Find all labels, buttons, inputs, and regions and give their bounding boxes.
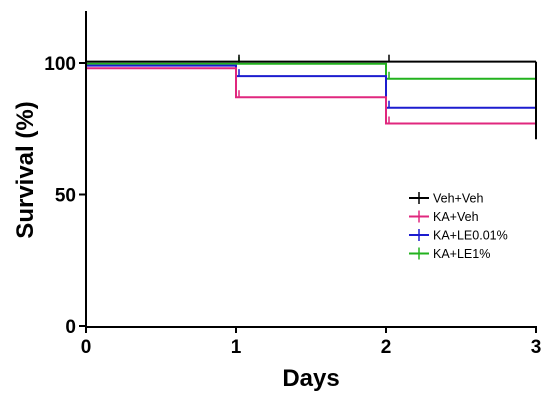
legend-label: KA+LE1%	[433, 247, 490, 261]
y-tick-label: 0	[65, 317, 76, 338]
legend: Veh+Veh KA+Veh KA+LE0.01% KA+LE1%	[409, 192, 508, 261]
x-axis-title: Days	[282, 365, 339, 392]
x-tick-label: 3	[531, 337, 542, 358]
y-axis-title: Survival (%)	[12, 101, 39, 238]
legend-label: Veh+Veh	[433, 192, 483, 206]
legend-label: KA+Veh	[433, 210, 479, 224]
legend-item: Veh+Veh	[409, 192, 483, 206]
series-line-ka-le1-	[86, 62, 536, 80]
legend-label: KA+LE0.01%	[433, 229, 508, 243]
plot-marks	[86, 54, 537, 140]
legend-item: KA+Veh	[409, 210, 479, 224]
y-tick-label: 100	[44, 54, 76, 75]
x-tick-label: 2	[381, 337, 392, 358]
series-line-ka-veh	[86, 67, 536, 125]
x-tick-label: 0	[81, 337, 92, 358]
y-tick-label: 50	[55, 186, 76, 207]
legend-item: KA+LE0.01%	[409, 229, 508, 243]
axes: 0 50 100 0 1 2 3	[44, 11, 541, 358]
series-line-ka-le0-01-	[86, 64, 536, 109]
x-tick-label: 1	[231, 337, 242, 358]
legend-item: KA+LE1%	[409, 247, 490, 261]
